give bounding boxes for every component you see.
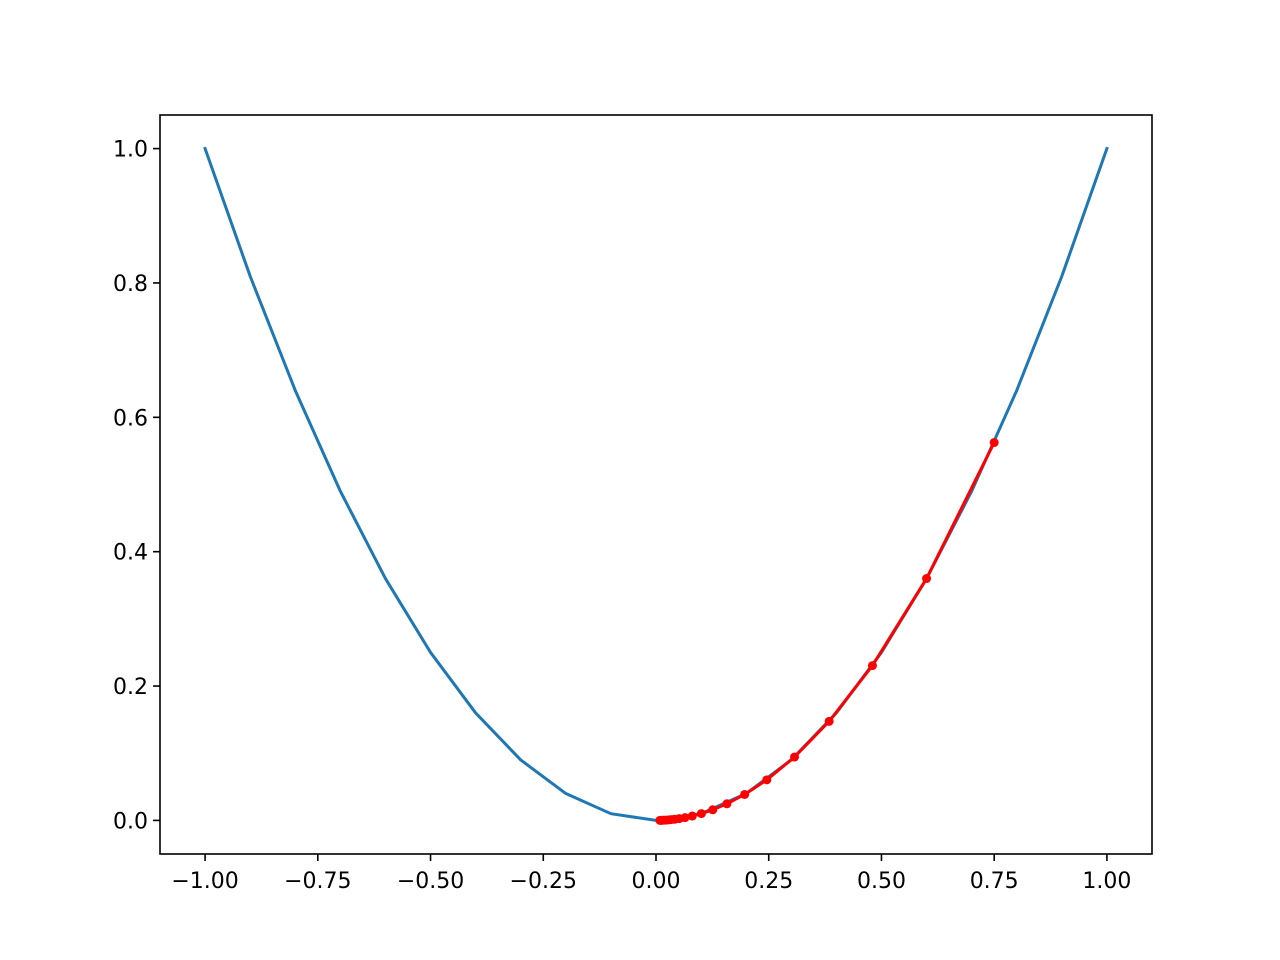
x-tick-label: −1.00 [171,869,238,894]
x-tick-label: −0.25 [510,869,577,894]
series-2-point [655,815,665,825]
x-axis: −1.00 −0.75 −0.50 −0.25 0.00 0.25 0.50 0.75 1.00 [171,854,1131,894]
series-2-point [740,789,750,799]
series-2-point [722,799,732,809]
y-tick-label: 1.0 [113,138,148,163]
series-2-point [867,661,877,671]
series-2-point [762,775,772,785]
y-axis: 0.0 0.2 0.4 0.6 0.8 1.0 [113,138,160,834]
series-2-point [824,716,834,726]
x-tick-label: 1.00 [1082,869,1131,894]
y-tick-label: 0.4 [113,541,148,566]
series-2-point [790,752,800,762]
series-2-point [922,574,932,584]
x-tick-label: 0.25 [744,869,793,894]
x-tick-label: −0.75 [284,869,351,894]
y-tick-label: 0.2 [113,675,148,700]
x-tick-label: 0.00 [632,869,681,894]
series-2-point [708,805,718,815]
series-2-point [989,438,999,448]
series-layer [203,146,1109,825]
y-tick-label: 0.0 [113,809,148,834]
x-tick-label: 0.50 [857,869,906,894]
series-2-point [687,811,697,821]
x-tick-label: 0.75 [970,869,1019,894]
series-2-point [696,809,706,819]
y-tick-label: 0.6 [113,406,148,431]
y-tick-label: 0.8 [113,272,148,297]
x-tick-label: −0.50 [397,869,464,894]
